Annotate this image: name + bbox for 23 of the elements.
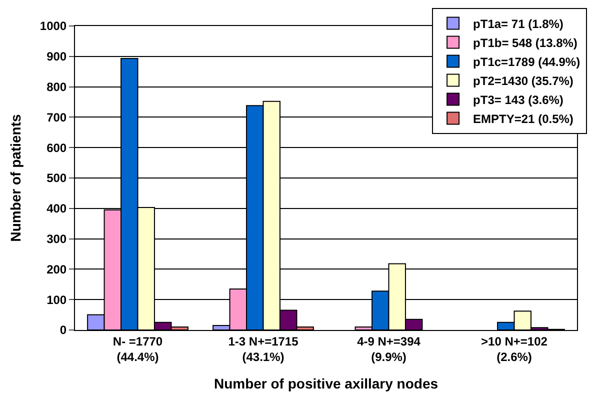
y-tick-label: 100 (46, 292, 67, 307)
legend-label: EMPTY=21 (0.5%) (473, 112, 574, 126)
legend-label: pT1b= 548 (13.8%) (473, 36, 578, 50)
y-tick-label: 300 (46, 232, 67, 246)
y-tick-label: 400 (46, 202, 67, 216)
legend-label: pT1a= 71 (1.8%) (473, 16, 564, 31)
x-axis-title: Number of positive axillary nodes (214, 375, 438, 392)
x-tick-label: 4-9 N+=394 (9.9%) (357, 334, 421, 364)
y-tick-label: 800 (46, 80, 67, 94)
y-tick-label: 900 (46, 50, 67, 64)
y-tick-label: 700 (46, 110, 67, 124)
y-tick-label: 1000 (40, 19, 67, 34)
y-tick-label: 600 (46, 140, 67, 155)
legend-label: pT1c=1789 (44.9%) (473, 54, 580, 69)
y-tick-label: 0 (60, 323, 67, 338)
x-tick-label: >10 N+=102 (2.6%) (481, 334, 548, 364)
y-tick-label: 500 (46, 171, 67, 186)
y-axis-title: Number of patients (7, 114, 24, 242)
x-tick-label: 1-3 N+=1715 (43.1%) (228, 334, 299, 364)
y-tick-label: 200 (46, 262, 67, 276)
legend-label: pT3= 143 (3.6%) (473, 92, 564, 107)
legend-label: pT2=1430 (35.7%) (473, 74, 574, 88)
x-tick-label: N- =1770 (44.4%) (112, 334, 163, 364)
